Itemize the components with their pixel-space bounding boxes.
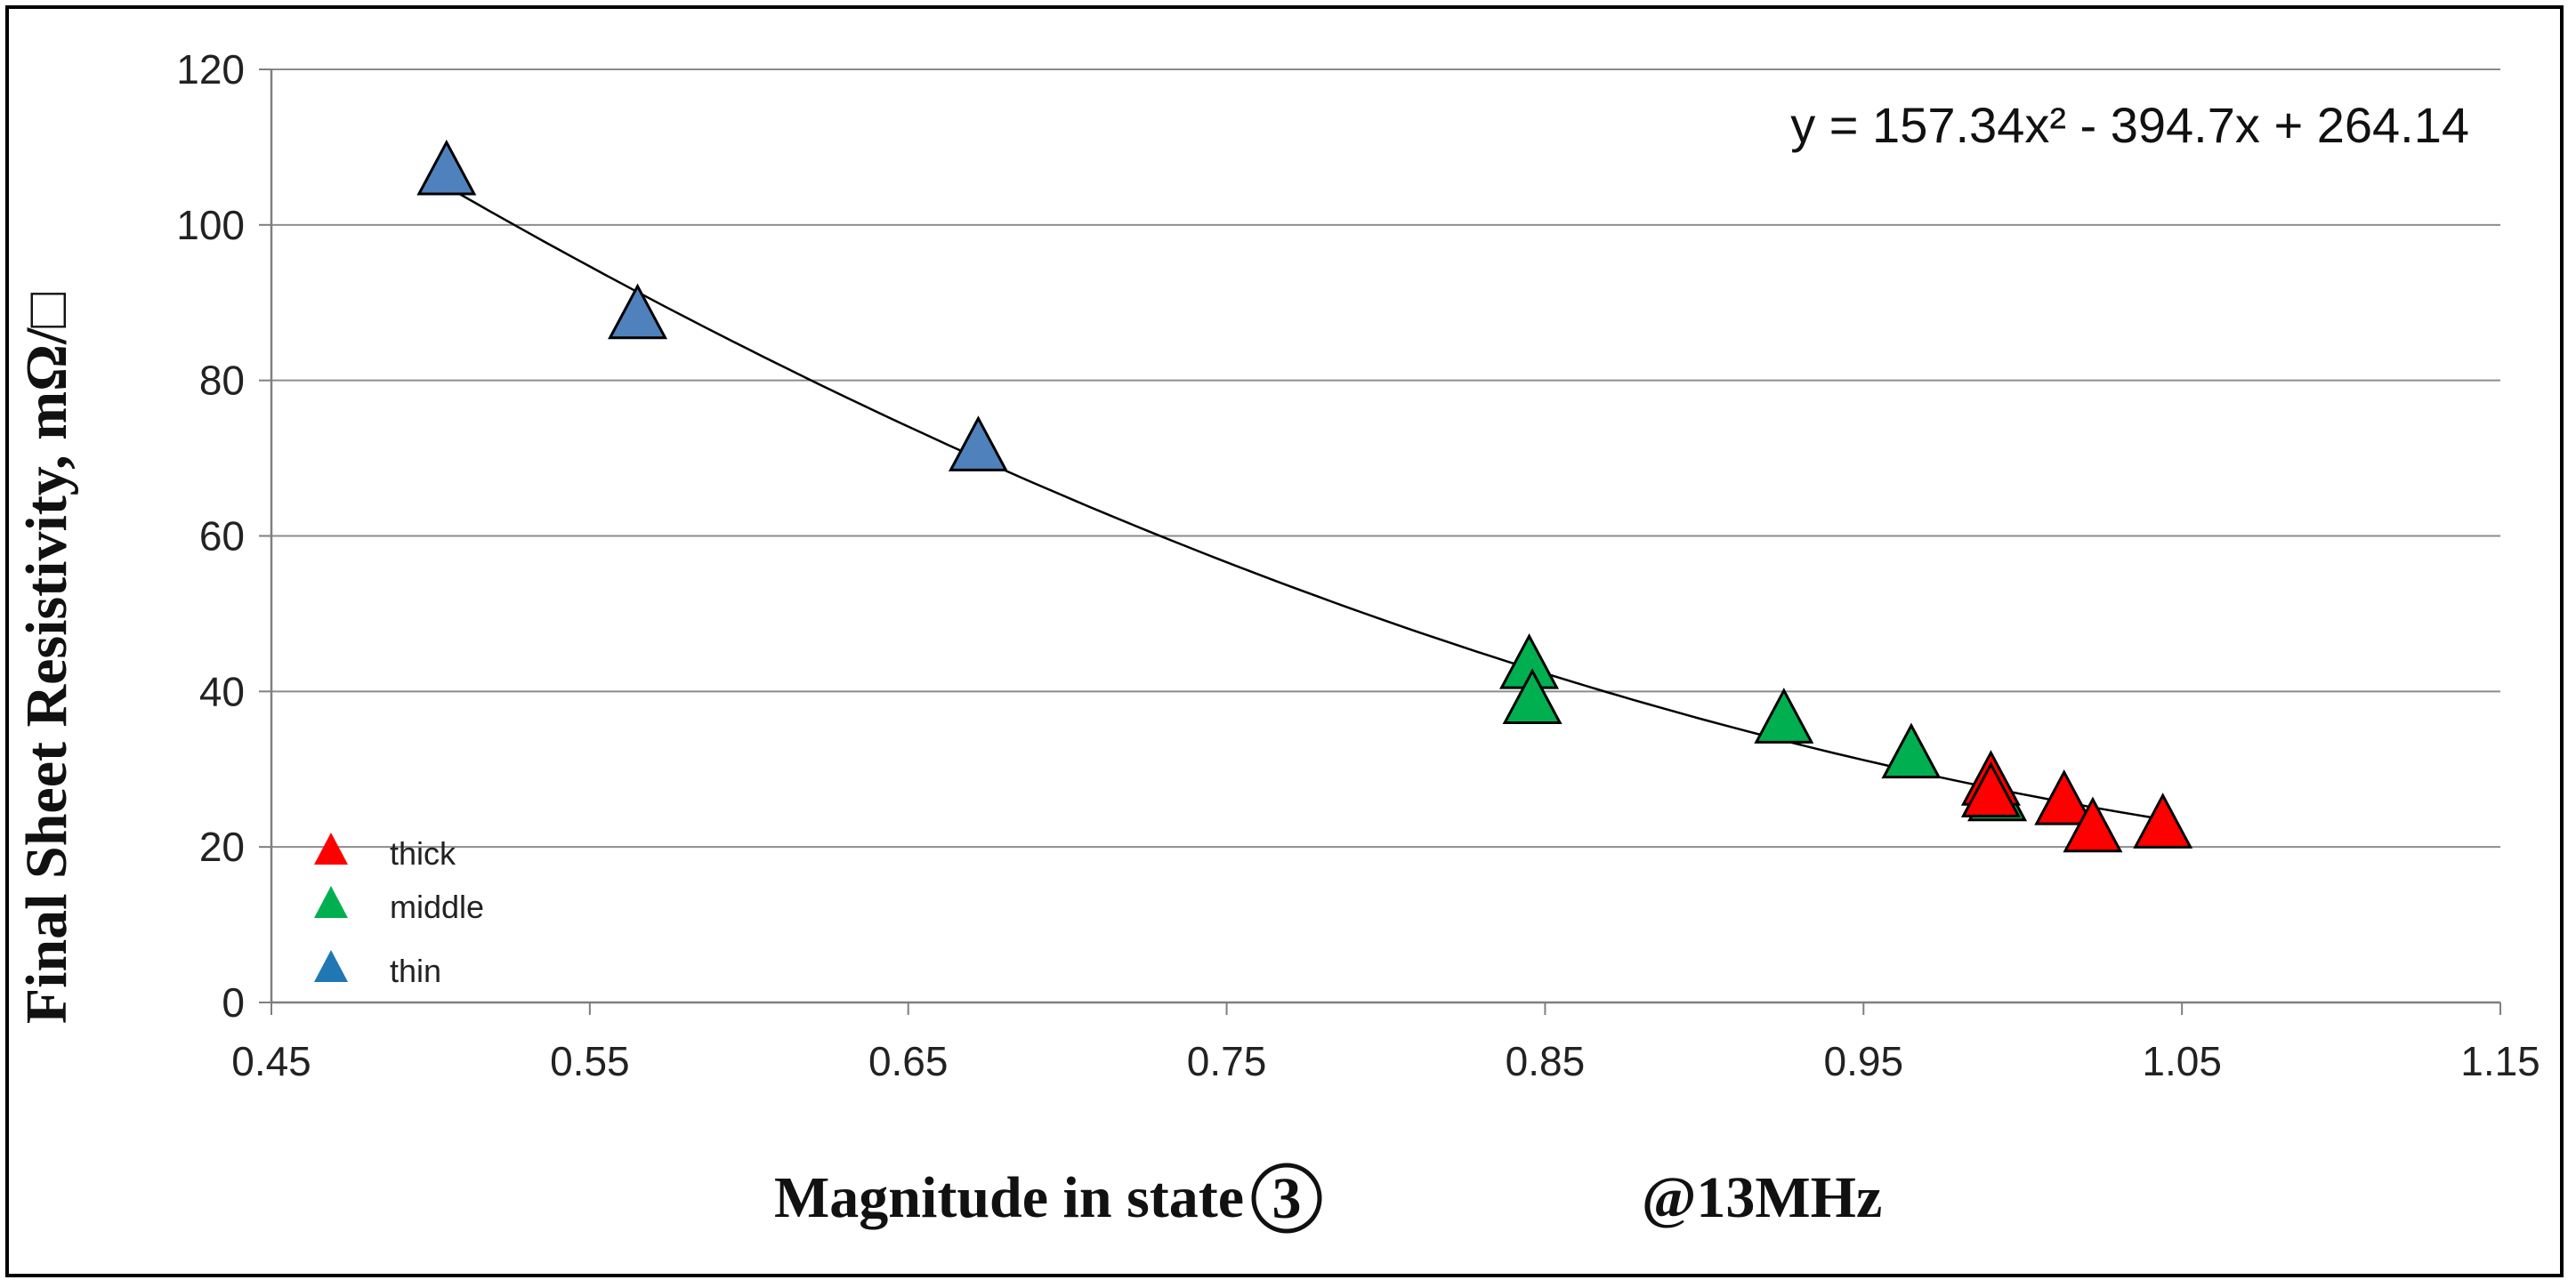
x-axis-title: Magnitude in state 3 @13MHz: [774, 1163, 1882, 1234]
x-axis-title-text: Magnitude in state: [774, 1165, 1244, 1230]
x-tick-label: 1.05: [2142, 1038, 2222, 1084]
point-thin: [608, 283, 668, 340]
y-tick-label: 100: [176, 202, 245, 248]
x-tick-label: 0.75: [1187, 1038, 1267, 1084]
point-thick: [2133, 793, 2193, 849]
gridlines: [271, 68, 2500, 849]
axes: [259, 68, 2501, 1015]
point-middle: [1754, 688, 1814, 744]
legend-marker-thick: [314, 833, 348, 865]
y-tick-label: 0: [222, 979, 245, 1026]
point-thick: [1960, 761, 2021, 817]
x-tick-label: 0.85: [1506, 1038, 1586, 1084]
tick-labels: 0 20 40 60 80 100 120 0.45 0.55 0.65 0.75 0.85 0.95 1…: [176, 46, 2540, 1084]
y-tick-label: 40: [199, 668, 245, 714]
y-tick-label: 120: [176, 46, 245, 93]
point-thick: [2034, 769, 2095, 825]
x-tick-label: 1.15: [2460, 1038, 2540, 1084]
legend-label-thick: thick: [390, 835, 456, 872]
figure-frame: [5, 5, 2564, 1277]
point-middle: [1502, 668, 1563, 724]
x-tick-label: 0.45: [231, 1038, 311, 1084]
legend-label-thin: thin: [390, 953, 441, 989]
trendline-equation: y = 157.34x² - 394.7x + 264.14: [1790, 97, 2469, 153]
x-tick-label: 0.55: [550, 1038, 630, 1084]
state-number: 3: [1272, 1166, 1302, 1231]
x-tick-label: 0.95: [1824, 1038, 1904, 1084]
point-thin: [948, 415, 1008, 471]
x-tick-label: 0.65: [868, 1038, 949, 1084]
legend-label-middle: middle: [390, 889, 484, 925]
point-thick: [2063, 796, 2123, 853]
state-circle-icon: [1251, 1163, 1322, 1234]
point-thin: [416, 139, 477, 196]
legend: thick middle thin: [314, 833, 484, 989]
point-middle: [1881, 722, 1942, 779]
y-tick-label: 60: [199, 513, 245, 559]
trendline: [446, 185, 2163, 821]
y-tick-label: 20: [199, 824, 245, 870]
data-points: [416, 139, 2193, 853]
legend-marker-middle: [314, 886, 348, 918]
frequency-label: @13MHz: [1642, 1165, 1882, 1230]
y-tick-label: 80: [199, 358, 245, 404]
legend-marker-thin: [314, 950, 348, 982]
y-axis-title: Final Sheet Resistivity, mΩ/□: [14, 293, 79, 1024]
